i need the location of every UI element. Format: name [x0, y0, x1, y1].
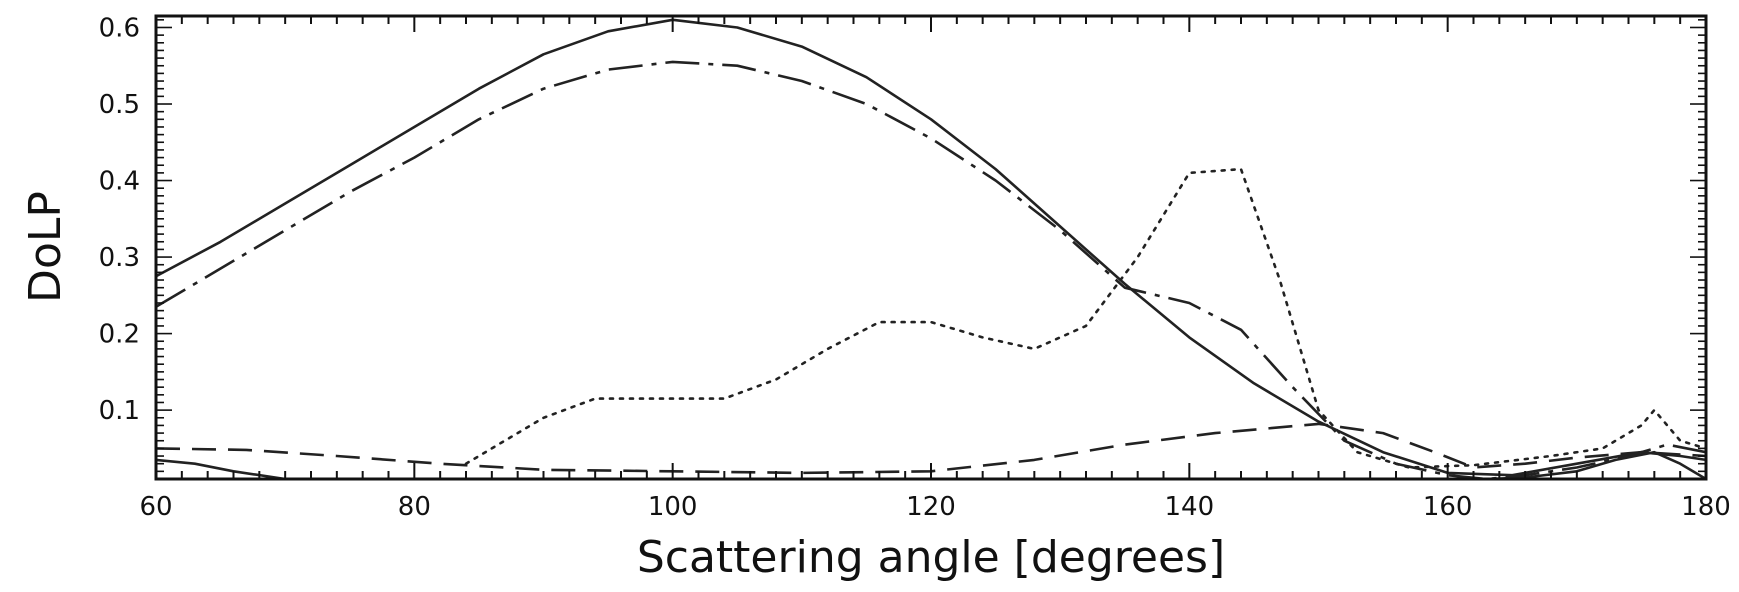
y-tick-label: 0.5 — [99, 90, 140, 120]
x-tick-label: 100 — [648, 492, 698, 522]
y-tick-label: 0.2 — [99, 320, 140, 350]
x-axis-title: Scattering angle [degrees] — [637, 532, 1225, 583]
series-line-4-dashed — [156, 422, 1706, 475]
y-tick-label: 0.1 — [99, 396, 140, 426]
plot-frame — [154, 14, 1708, 481]
series-line-2-solid — [156, 18, 1706, 477]
x-tick-label: 60 — [139, 492, 172, 522]
series-line-3-dashdot — [156, 60, 1706, 479]
series-line-5-dotted — [464, 167, 1706, 469]
y-tick-label: 0.4 — [99, 167, 140, 197]
x-tick-label: 120 — [906, 492, 956, 522]
x-tick-label: 160 — [1423, 492, 1473, 522]
series-layer — [156, 18, 1706, 479]
tick-labels: 60 80 100 120 140 160 180 0.1 0.2 0.3 0.4 0.5 0.6 — [99, 13, 1731, 522]
x-tick-label: 140 — [1165, 492, 1215, 522]
x-tick-label: 180 — [1681, 492, 1731, 522]
ticks-layer — [155, 16, 1707, 480]
y-tick-label: 0.6 — [99, 13, 140, 43]
y-tick-label: 0.3 — [99, 243, 140, 273]
x-tick-label: 80 — [398, 492, 431, 522]
y-axis-title: DoLP — [20, 191, 71, 303]
